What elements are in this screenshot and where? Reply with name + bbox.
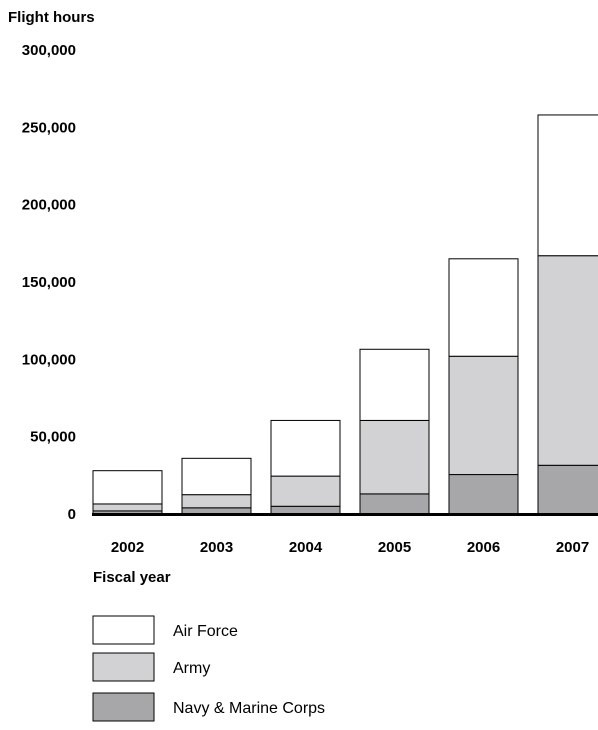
bar-segment-navy-marine-corps	[270, 505, 341, 515]
x-tick-label: 2005	[378, 539, 411, 556]
bar-segment-air-force	[359, 348, 430, 421]
legend-swatch	[92, 652, 155, 682]
y-tick-label: 100,000	[22, 351, 76, 368]
bar-segment-army	[448, 355, 519, 476]
legend-label: Air Force	[173, 623, 238, 640]
legend: Air Force Army Navy & Marine Corps	[92, 615, 325, 722]
bar-segment-air-force	[537, 114, 598, 257]
legend-swatch	[92, 692, 155, 722]
y-tick-label: 0	[68, 506, 76, 523]
y-tick-label: 200,000	[22, 197, 76, 214]
legend-label: Navy & Marine Corps	[173, 700, 325, 717]
bar-segment-army	[181, 494, 252, 509]
bar-segment-navy-marine-corps	[359, 493, 430, 515]
x-tick-label: 2007	[556, 539, 589, 556]
bar-segment-navy-marine-corps	[537, 464, 598, 515]
y-tick-label: 250,000	[22, 119, 76, 136]
bar-segment-air-force	[448, 258, 519, 357]
y-tick-label: 300,000	[22, 42, 76, 59]
x-axis-title: Fiscal year	[93, 569, 171, 586]
bar-segment-air-force	[92, 470, 163, 505]
y-tick-label: 50,000	[30, 429, 76, 446]
bar-segment-army	[537, 255, 598, 466]
x-tick-label: 2006	[467, 539, 500, 556]
legend-swatch	[92, 615, 155, 645]
bar-segment-army	[359, 419, 430, 495]
y-axis-title: Flight hours	[8, 9, 95, 26]
x-axis-ticks: 2002 2003 2004 2005 2006 2007	[111, 539, 589, 556]
y-tick-label: 150,000	[22, 274, 76, 291]
x-tick-label: 2003	[200, 539, 233, 556]
bars	[92, 114, 598, 515]
y-axis-ticks: 0 50,000 100,000 150,000 200,000 250,000 300,0…	[22, 42, 76, 523]
x-tick-label: 2004	[289, 539, 323, 556]
x-tick-label: 2002	[111, 539, 144, 556]
bar-segment-army	[92, 503, 163, 512]
legend-label: Army	[173, 660, 210, 677]
bar-segment-air-force	[181, 457, 252, 496]
bar-segment-air-force	[270, 419, 341, 477]
bar-segment-navy-marine-corps	[448, 474, 519, 515]
bar-segment-army	[270, 475, 341, 507]
